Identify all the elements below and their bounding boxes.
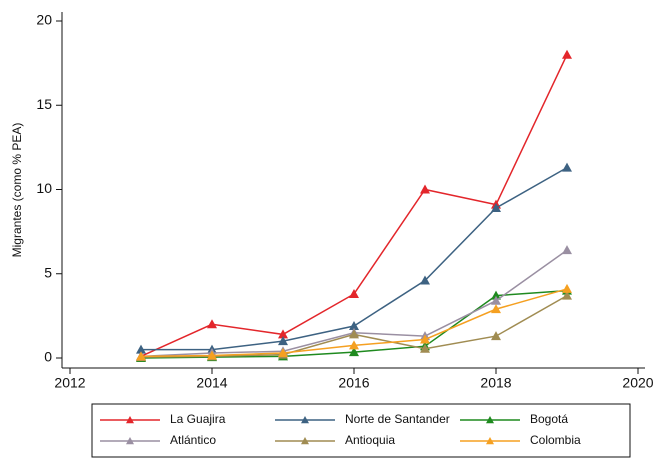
legend-marker xyxy=(126,437,134,445)
marker xyxy=(420,343,430,353)
x-tick-label: 2016 xyxy=(338,375,369,391)
marker xyxy=(420,275,430,285)
marker xyxy=(278,347,288,357)
marker xyxy=(420,184,430,194)
marker xyxy=(562,283,572,293)
marker xyxy=(491,203,501,213)
marker xyxy=(491,304,501,314)
legend-label: La Guajira xyxy=(170,412,226,426)
marker xyxy=(207,319,217,329)
legend-marker xyxy=(301,437,309,445)
marker xyxy=(349,347,359,357)
legend-marker xyxy=(486,437,494,445)
marker xyxy=(136,351,146,361)
marker xyxy=(562,162,572,172)
y-tick-label: 20 xyxy=(36,12,52,28)
marker xyxy=(562,245,572,255)
y-tick-label: 15 xyxy=(36,96,52,112)
marker xyxy=(562,49,572,59)
x-tick-label: 2018 xyxy=(480,375,511,391)
legend-marker xyxy=(486,416,494,424)
marker xyxy=(278,329,288,339)
x-tick-label: 2020 xyxy=(622,375,653,391)
marker xyxy=(420,334,430,344)
legend-label: Colombia xyxy=(530,433,581,447)
marker xyxy=(491,331,501,341)
y-tick-label: 0 xyxy=(44,349,52,365)
x-tick-label: 2014 xyxy=(196,375,227,391)
legend-label: Norte de Santander xyxy=(345,412,450,426)
legend-marker xyxy=(301,416,309,424)
marker xyxy=(136,344,146,354)
y-tick-label: 10 xyxy=(36,180,52,196)
y-tick-label: 5 xyxy=(44,264,52,280)
marker xyxy=(491,290,501,300)
legend-marker xyxy=(126,416,134,424)
y-axis-label: Migrantes (como % PEA) xyxy=(10,123,24,258)
legend-box xyxy=(91,403,631,458)
marker xyxy=(349,329,359,339)
legend-label: Antioquia xyxy=(345,433,395,447)
marker xyxy=(278,336,288,346)
marker xyxy=(562,290,572,300)
marker xyxy=(207,350,217,360)
marker xyxy=(491,295,501,305)
legend-label: Bogotá xyxy=(530,412,568,426)
legend-label: Atlántico xyxy=(170,433,216,447)
x-tick-label: 2012 xyxy=(54,375,85,391)
marker xyxy=(349,340,359,350)
marker xyxy=(349,288,359,298)
marker xyxy=(349,320,359,330)
